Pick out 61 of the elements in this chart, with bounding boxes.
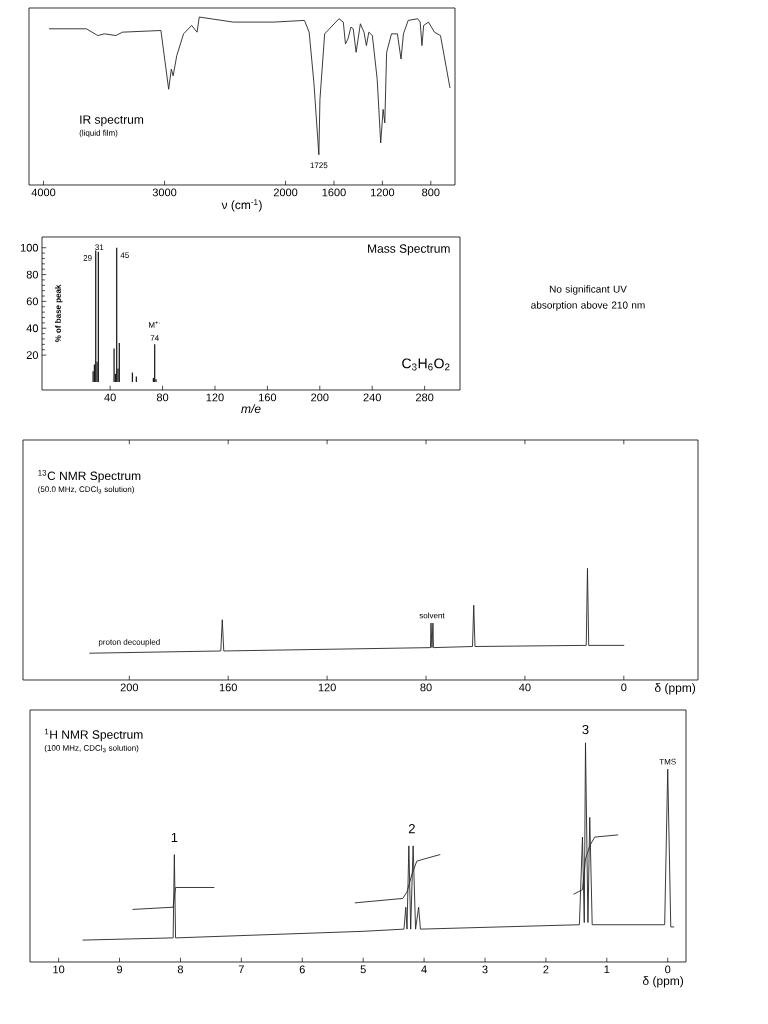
annotation: proton decoupled — [98, 638, 160, 647]
annotation: 1725 — [310, 162, 328, 169]
chart-title: $^{1}$H NMR Spectrum — [44, 728, 143, 742]
x-tick-label: 4 — [421, 965, 427, 974]
x-tick-label: 2000 — [273, 188, 298, 197]
x-tick-label: 120 — [206, 393, 224, 402]
annotation: 74 — [150, 335, 159, 341]
y-axis-title: % of base peak — [55, 284, 63, 343]
x-tick-label: 40 — [519, 683, 531, 692]
annotation: 3 — [582, 724, 589, 735]
x-tick-label: 160 — [219, 683, 237, 692]
text: Mass Spectrum — [368, 244, 450, 256]
chart-title: $^{13}$C NMR Spectrum — [38, 469, 141, 483]
annotation: C$_{3}$H$_{6}$O$_{2}$ — [402, 358, 450, 371]
x-tick-label: 200 — [120, 683, 139, 692]
text: (liquid film) — [79, 129, 118, 138]
x-tick-label: 160 — [259, 393, 277, 402]
x-tick-label: 5 — [360, 965, 366, 974]
annotation: 31 — [95, 244, 104, 251]
annotation: 2 — [408, 824, 415, 834]
y-tick-label: 80 — [26, 270, 39, 279]
chart-subtitle: (100 MHz, CDCl$_{3}$ solution) — [44, 744, 139, 753]
chart-subtitle: (50.0 MHz, CDCl$_{3}$ solution) — [38, 486, 134, 494]
x-tick-label: 80 — [420, 683, 432, 692]
text: No significant UV absorption above 210 nm — [531, 285, 645, 311]
annotation: solvent — [419, 612, 445, 619]
x-tick-label: 120 — [318, 683, 336, 692]
x-tick-label: 3 — [482, 965, 488, 974]
y-tick-label: 20 — [26, 351, 39, 359]
x-tick-label: 200 — [311, 393, 329, 402]
annotation: TMS — [659, 758, 676, 765]
x-axis-title: δ (ppm) — [654, 683, 696, 695]
y-tick-label: 100 — [20, 243, 39, 252]
x-axis-title: m/e — [241, 404, 261, 413]
x-axis-title: ν (cm$^{-1}$) — [221, 199, 262, 212]
x-tick-label: 80 — [156, 393, 169, 402]
annotation: 1 — [171, 832, 178, 842]
x-tick-label: 8 — [177, 965, 184, 974]
x-tick-label: 3000 — [152, 188, 177, 197]
annotation: M$^{+·}$ — [149, 321, 160, 328]
x-tick-label: 1200 — [370, 188, 395, 197]
x-tick-label: 0 — [621, 683, 627, 692]
x-axis-title: δ (ppm) — [642, 976, 684, 988]
x-tick-label: 6 — [299, 965, 305, 974]
annotation: 29 — [83, 255, 92, 261]
text: IR spectrum — [80, 115, 144, 127]
annotation: 45 — [120, 252, 129, 259]
x-tick-label: 240 — [363, 393, 381, 402]
x-tick-label: 1 — [604, 965, 610, 974]
x-tick-label: 9 — [116, 965, 123, 974]
x-tick-label: 0 — [665, 965, 671, 974]
y-tick-label: 40 — [26, 324, 39, 333]
x-tick-label: 4000 — [31, 188, 56, 197]
y-tick-label: 60 — [26, 297, 39, 306]
x-tick-label: 7 — [238, 965, 244, 974]
x-tick-label: 10 — [53, 965, 65, 974]
x-tick-label: 1600 — [322, 188, 346, 197]
x-tick-label: 800 — [422, 188, 440, 197]
x-tick-label: 2 — [543, 965, 549, 974]
x-tick-label: 280 — [416, 393, 434, 402]
x-tick-label: 40 — [104, 393, 116, 402]
